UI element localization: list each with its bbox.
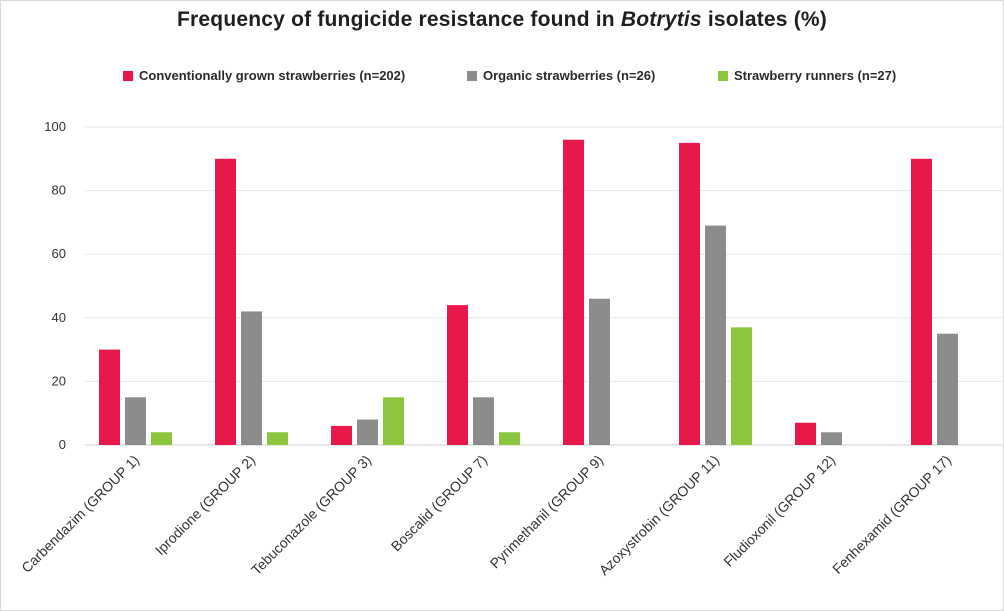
x-tick-label: Carbendazim (GROUP 1): [18, 452, 142, 576]
legend-swatch-runners: [718, 70, 728, 81]
bar: [937, 333, 958, 445]
legend-swatch-conventional: [123, 70, 133, 81]
bar: [731, 327, 752, 445]
bar: [383, 397, 404, 445]
bar: [795, 422, 816, 445]
chart-legend: Conventionally grown strawberries (n=202…: [0, 68, 1004, 88]
legend-swatch-organic: [467, 70, 477, 81]
bar: [125, 397, 146, 445]
legend-item-runners: Strawberry runners (n=27): [718, 68, 896, 83]
x-tick-label: Azoxystrobin (GROUP 11): [596, 452, 722, 578]
bar: [447, 305, 468, 445]
x-axis: Carbendazim (GROUP 1) Iprodione (GROUP 2)…: [18, 452, 954, 578]
bar: [679, 142, 700, 445]
legend-label-conventional: Conventionally grown strawberries (n=202…: [139, 68, 406, 83]
chart-title: Frequency of fungicide resistance found …: [177, 8, 827, 31]
x-tick-label: Iprodione (GROUP 2): [152, 452, 258, 558]
bar: [499, 432, 520, 445]
legend-item-organic: Organic strawberries (n=26): [467, 68, 655, 83]
bar: [357, 419, 378, 445]
y-tick-label: 100: [44, 119, 66, 134]
y-tick-label: 0: [59, 437, 66, 452]
bar: [563, 139, 584, 445]
x-tick-label: Fludioxonil (GROUP 12): [720, 452, 838, 570]
bar: [821, 432, 842, 445]
y-tick-label: 60: [52, 246, 66, 261]
bar: [241, 311, 262, 445]
y-axis: 0 20 40 60 80 100: [44, 119, 66, 452]
bar: [331, 425, 352, 445]
bar: [267, 432, 288, 445]
bar: [705, 225, 726, 445]
bar: [911, 158, 932, 446]
x-tick-label: Boscalid (GROUP 7): [388, 452, 490, 554]
bar: [151, 432, 172, 445]
y-tick-label: 40: [52, 310, 66, 325]
bar: [99, 349, 120, 445]
legend-label-runners: Strawberry runners (n=27): [734, 68, 897, 83]
bar: [473, 397, 494, 445]
bar: [589, 298, 610, 445]
x-tick-label: Pyrimethanil (GROUP 9): [487, 452, 607, 572]
x-tick-label: Fenhexamid (GROUP 17): [829, 452, 954, 577]
y-tick-label: 80: [52, 183, 66, 198]
y-tick-label: 20: [52, 373, 66, 388]
bars: [99, 139, 958, 446]
gridlines: [85, 126, 1002, 446]
bar: [215, 158, 236, 446]
x-tick-label: Tebuconazole (GROUP 3): [248, 452, 374, 578]
legend-item-conventional: Conventionally grown strawberries (n=202…: [123, 68, 405, 83]
legend-label-organic: Organic strawberries (n=26): [483, 68, 656, 83]
